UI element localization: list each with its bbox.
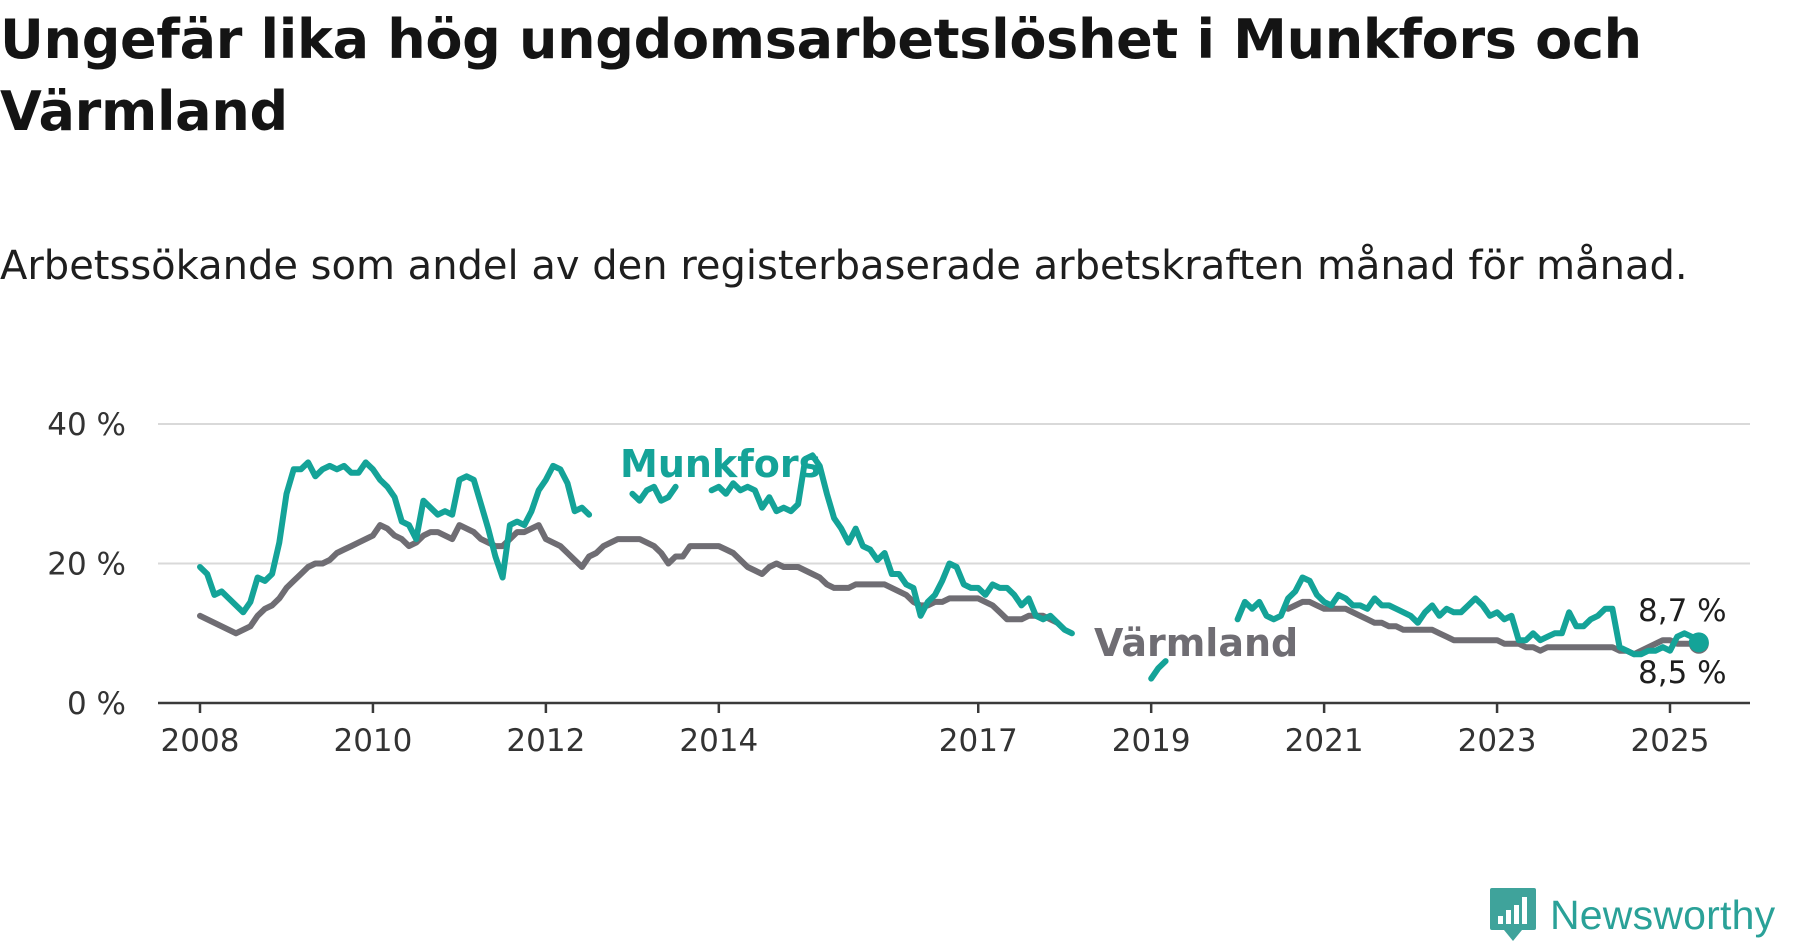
- x-tick-label: 2012: [506, 723, 585, 759]
- x-tick-label: 2014: [679, 723, 758, 759]
- end-value-label-varmland: 8,5 %: [1638, 655, 1727, 691]
- x-tick-label: 2023: [1458, 723, 1537, 759]
- series-lines: [197, 452, 1709, 682]
- x-tick-label: 2008: [161, 723, 240, 759]
- munkfors-end-point: [1688, 632, 1709, 653]
- line-chart: 0 % 20 % 40 % Munkfors Värmland 8,7 % 8,5 % 2…: [47, 407, 1750, 759]
- series-labels: Munkfors Värmland 8,7 % 8,5 %: [620, 442, 1727, 691]
- munkfors-line: [1148, 658, 1169, 682]
- x-tick-label: 2010: [333, 723, 412, 759]
- logo-text: Newsworthy: [1550, 891, 1776, 938]
- grid-lines: [158, 423, 1750, 565]
- series-label-varmland: Värmland: [1094, 621, 1298, 665]
- chart-title: Ungefär lika hög ungdomsarbetslöshet i M…: [0, 8, 1642, 143]
- y-tick-label: 0 %: [67, 686, 126, 722]
- varmland-line: [197, 522, 1061, 637]
- x-tick-label: 2021: [1285, 723, 1364, 759]
- series-label-munkfors: Munkfors: [620, 442, 821, 486]
- x-tick-label: 2025: [1631, 723, 1710, 759]
- x-tick-label: 2019: [1112, 723, 1191, 759]
- munkfors-line: [197, 459, 593, 616]
- newsworthy-bar-chart-icon: [1490, 888, 1536, 941]
- y-tick-label: 40 %: [47, 407, 126, 443]
- munkfors-line: [629, 483, 679, 504]
- munkfors-line: [1234, 574, 1702, 658]
- x-tick-label: 2017: [939, 723, 1018, 759]
- chart-subtitle: Arbetssökande som andel av den registerb…: [0, 243, 1688, 289]
- y-tick-label: 20 %: [47, 547, 126, 583]
- munkfors-line: [708, 452, 1075, 637]
- newsworthy-logo: Newsworthy: [1488, 886, 1775, 944]
- x-axis: 2008 2010 2012 2014 2017 2019 2021 2023 2025: [161, 703, 1710, 759]
- y-axis: 0 % 20 % 40 %: [47, 407, 126, 722]
- end-value-label-munkfors: 8,7 %: [1638, 593, 1727, 629]
